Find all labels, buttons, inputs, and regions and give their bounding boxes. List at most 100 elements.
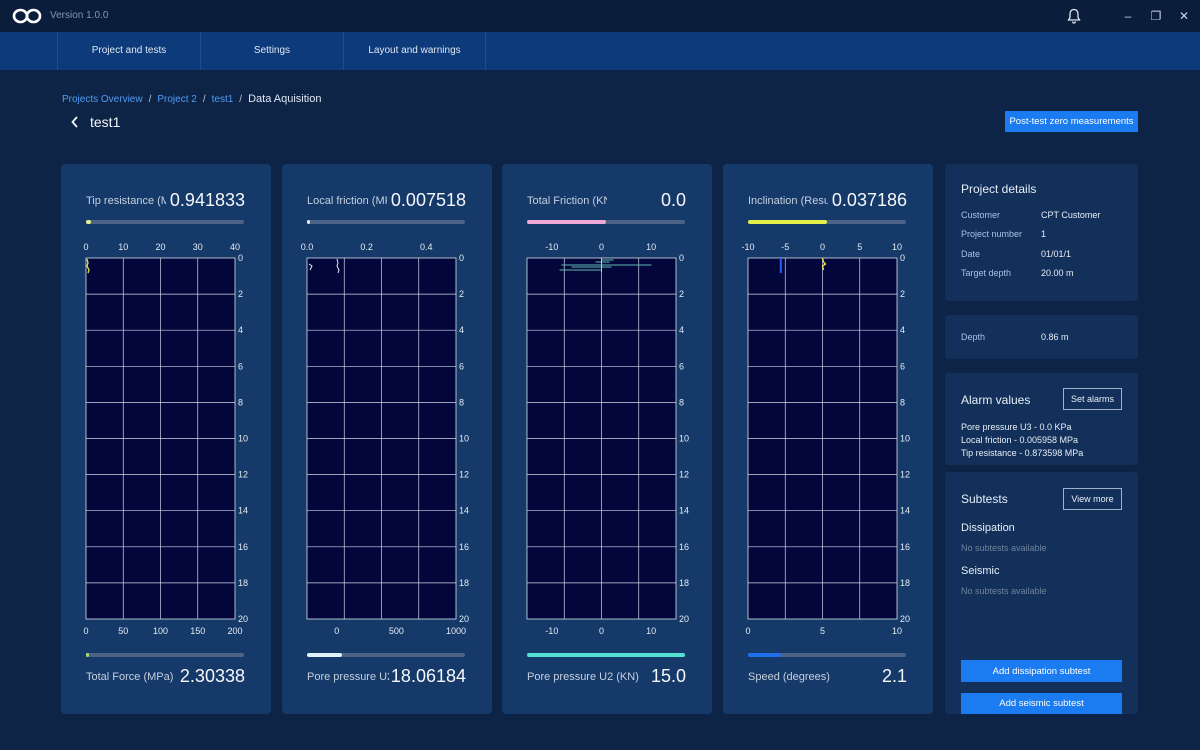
depth-tick-label: 12	[679, 470, 689, 480]
breadcrumb-project[interactable]: Project 2	[157, 93, 197, 105]
data-trace	[308, 263, 313, 271]
depth-tick-label: 2	[459, 289, 464, 299]
depth-tick-label: 16	[238, 542, 248, 552]
project-details-card: Project details Customer CPT Customer Pr…	[945, 164, 1138, 301]
tab-settings[interactable]: Settings	[200, 32, 343, 70]
depth-tick-label: 14	[459, 506, 469, 516]
depth-tick-label: 12	[238, 470, 248, 480]
depth-tick-label: 4	[459, 325, 464, 335]
depth-tick-label: 20	[459, 614, 469, 624]
title-bar: Version 1.0.0 – ❐ ✕	[0, 0, 1200, 32]
depth-tick-label: 0	[679, 253, 684, 263]
panel-top-progress	[86, 220, 244, 224]
depth-tick-label: 14	[238, 506, 248, 516]
project-number-value: 1	[1041, 229, 1047, 239]
top-axis-tick-label: 40	[230, 242, 240, 252]
depth-tick-label: 14	[679, 506, 689, 516]
view-more-button[interactable]: View more	[1063, 488, 1122, 510]
alarm-line: Tip resistance - 0.873598 MPa	[961, 448, 1084, 458]
page-title: test1	[90, 114, 121, 130]
depth-tick-label: 4	[900, 325, 905, 335]
breadcrumb-separator: /	[239, 93, 243, 105]
chart-panel: Tip resistance (MPa)0.941833 Total Force …	[61, 164, 271, 714]
customer-value: CPT Customer	[1041, 210, 1101, 220]
back-arrow-icon[interactable]	[70, 115, 80, 129]
depth-tick-label: 12	[900, 470, 910, 480]
panel-value: 0.0	[658, 190, 686, 211]
alarm-line: Pore pressure U3 - 0.0 KPa	[961, 422, 1072, 432]
depth-tick-label: 2	[679, 289, 684, 299]
depth-value: 0.86 m	[1041, 332, 1069, 342]
minimize-window-icon[interactable]: –	[1124, 9, 1132, 23]
panel-bottom-progress	[86, 653, 244, 657]
progress-fill	[86, 220, 91, 224]
depth-tick-label: 6	[679, 361, 684, 371]
add-seismic-subtest-button[interactable]: Add seismic subtest	[961, 693, 1122, 714]
panel-bottom-progress	[748, 653, 906, 657]
panel-top-progress	[527, 220, 685, 224]
data-trace	[336, 258, 340, 274]
depth-tick-label: 0	[459, 253, 464, 263]
depth-tick-label: 18	[459, 578, 469, 588]
bottom-axis-tick-label: 100	[153, 626, 168, 634]
chart-panel: Local friction (MPa)0.007518 Pore pressur…	[282, 164, 492, 714]
breadcrumb: Projects Overview / Project 2 / test1 / …	[62, 93, 321, 105]
breadcrumb-separator: /	[148, 93, 152, 105]
add-dissipation-subtest-button[interactable]: Add dissipation subtest	[961, 660, 1122, 682]
breadcrumb-test[interactable]: test1	[211, 93, 234, 105]
data-trace	[86, 258, 90, 274]
top-axis-tick-label: -10	[741, 242, 754, 252]
bottom-axis-tick-label: 10	[646, 626, 656, 634]
progress-fill	[748, 653, 782, 657]
seismic-title: Seismic	[961, 565, 1000, 577]
data-trace	[821, 257, 827, 271]
depth-tick-label: 8	[238, 397, 243, 407]
progress-fill	[86, 653, 90, 657]
breadcrumb-separator: /	[202, 93, 206, 105]
panel-bottom-title: Pore pressure U2	[307, 671, 394, 683]
main-nav: Project and tests Settings Layout and wa…	[0, 32, 1200, 70]
depth-tick-label: 14	[900, 506, 910, 516]
depth-label: Depth	[961, 332, 986, 342]
depth-tick-label: 16	[679, 542, 689, 552]
depth-tick-label: 16	[900, 542, 910, 552]
restore-window-icon[interactable]: ❐	[1150, 9, 1162, 23]
breadcrumb-projects-overview[interactable]: Projects Overview	[62, 93, 143, 105]
tab-project-and-tests[interactable]: Project and tests	[57, 32, 200, 70]
panel-bottom-title: Total Force (MPa)	[86, 671, 174, 683]
project-number-label: Project number	[961, 229, 1023, 239]
depth-tick-label: 12	[459, 470, 469, 480]
depth-tick-label: 18	[679, 578, 689, 588]
subtests-title: Subtests	[961, 492, 1008, 506]
close-window-icon[interactable]: ✕	[1178, 9, 1190, 23]
chart-panel: Inclination (Resultant)0.037186 Speed (de…	[723, 164, 933, 714]
set-alarms-button[interactable]: Set alarms	[1063, 388, 1122, 410]
depth-tick-label: 6	[459, 361, 464, 371]
subtests-card: Subtests View more Dissipation No subtes…	[945, 472, 1138, 714]
notification-bell-icon[interactable]	[1066, 8, 1082, 24]
top-axis-tick-label: 10	[118, 242, 128, 252]
post-test-zero-button[interactable]: Post-test zero measurements	[1005, 111, 1138, 132]
depth-tick-label: 18	[238, 578, 248, 588]
panel-bottom-title: Speed (degrees)	[748, 671, 830, 683]
panel-value: 0.037186	[829, 190, 907, 211]
tab-layout-and-warnings[interactable]: Layout and warnings	[343, 32, 486, 70]
seismic-empty-text: No subtests available	[961, 586, 1047, 596]
progress-fill	[527, 220, 606, 224]
page-header: test1	[70, 114, 120, 130]
depth-tick-label: 16	[459, 542, 469, 552]
panel-bottom-value: 2.1	[879, 666, 907, 687]
depth-tick-label: 10	[679, 434, 689, 444]
depth-tick-label: 18	[900, 578, 910, 588]
top-axis-tick-label: 10	[892, 242, 902, 252]
bottom-axis-tick-label: 0	[745, 626, 750, 634]
panel-value: 0.941833	[167, 190, 245, 211]
top-axis-tick-label: 0	[820, 242, 825, 252]
panel-bottom-progress	[527, 653, 685, 657]
progress-fill	[307, 653, 342, 657]
depth-tick-label: 8	[459, 397, 464, 407]
top-axis-tick-label: 0.2	[360, 242, 373, 252]
data-trace	[559, 259, 652, 271]
panel-bottom-title: Pore pressure U2 (KN)	[527, 671, 639, 683]
